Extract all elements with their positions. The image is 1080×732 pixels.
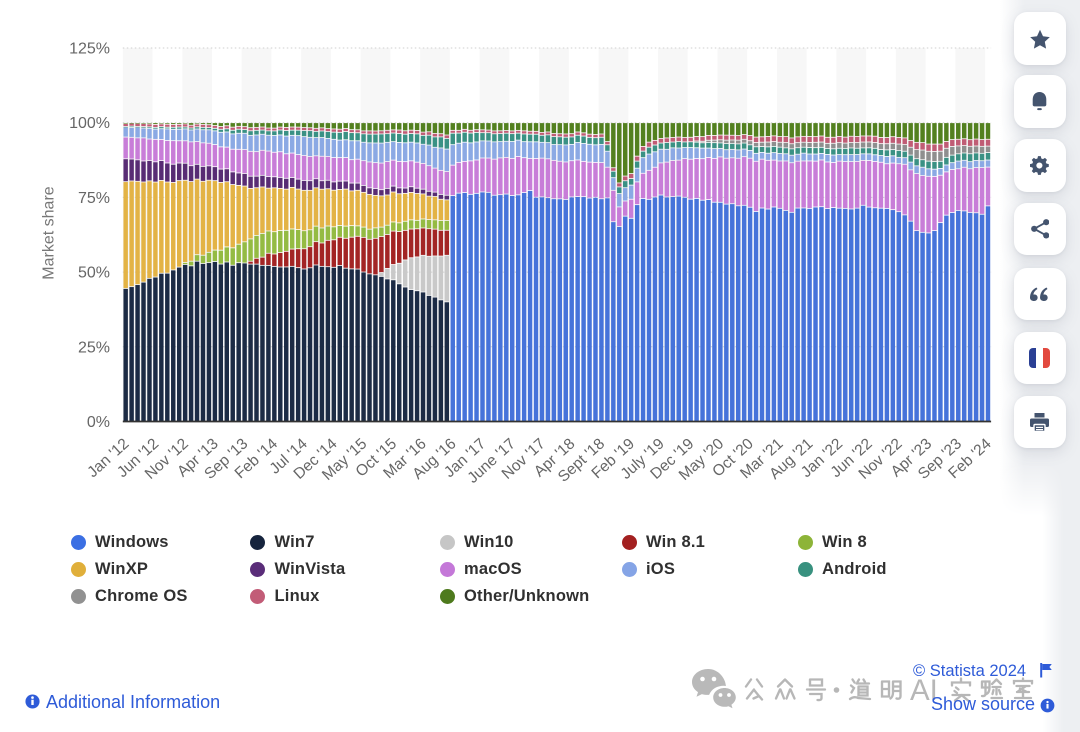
svg-text:75%: 75%: [78, 190, 110, 207]
svg-text:Market share: Market share: [41, 186, 58, 279]
svg-text:125%: 125%: [69, 41, 110, 58]
svg-text:25%: 25%: [78, 339, 110, 356]
svg-text:50%: 50%: [78, 265, 110, 282]
svg-text:AI: AI: [910, 674, 938, 707]
svg-text:0%: 0%: [87, 414, 110, 431]
svg-text:100%: 100%: [69, 115, 110, 132]
